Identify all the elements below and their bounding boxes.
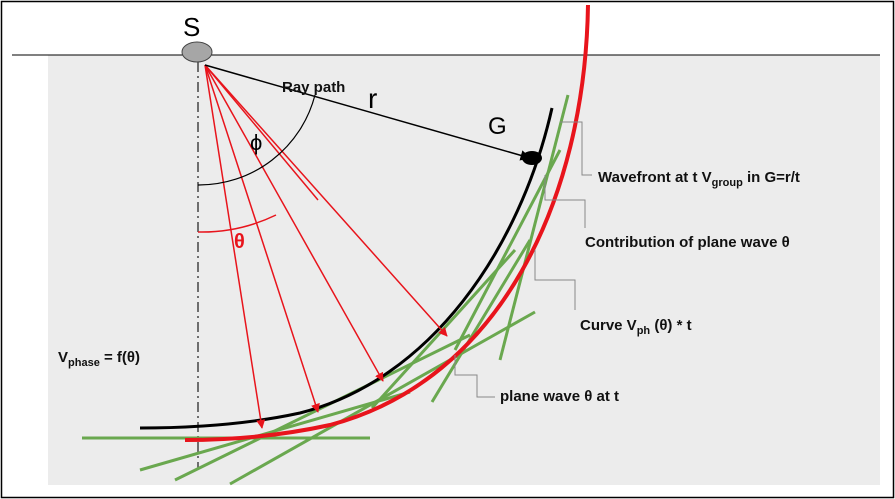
source-mark: [181, 41, 213, 63]
medium: [48, 55, 880, 485]
receiver-label: G: [488, 113, 507, 140]
leaders: [454, 121, 592, 398]
receiver-mark: [522, 151, 542, 165]
source-label: S: [183, 12, 200, 42]
curve-label: Curve Vph (θ) * t: [580, 317, 692, 337]
phi-arc: [197, 94, 316, 186]
phi-label: ϕ: [250, 130, 262, 155]
wavefront: [139, 107, 554, 430]
phase-curve: [184, 4, 590, 442]
contribution-label: Contribution of plane wave θ: [585, 234, 790, 251]
phase-label: Vphase = f(θ): [58, 349, 140, 369]
ray-path-label: Ray path: [282, 79, 345, 96]
ray-path: [204, 64, 532, 161]
distance-label: r: [368, 83, 377, 114]
plane-wave-label: plane wave θ at t: [500, 388, 619, 405]
theta-label: θ: [234, 231, 245, 253]
wavefront-label: Wavefront at t Vgroup in G=r/t: [598, 169, 800, 189]
plane-waves: [82, 94, 570, 486]
rays: [197, 64, 448, 429]
